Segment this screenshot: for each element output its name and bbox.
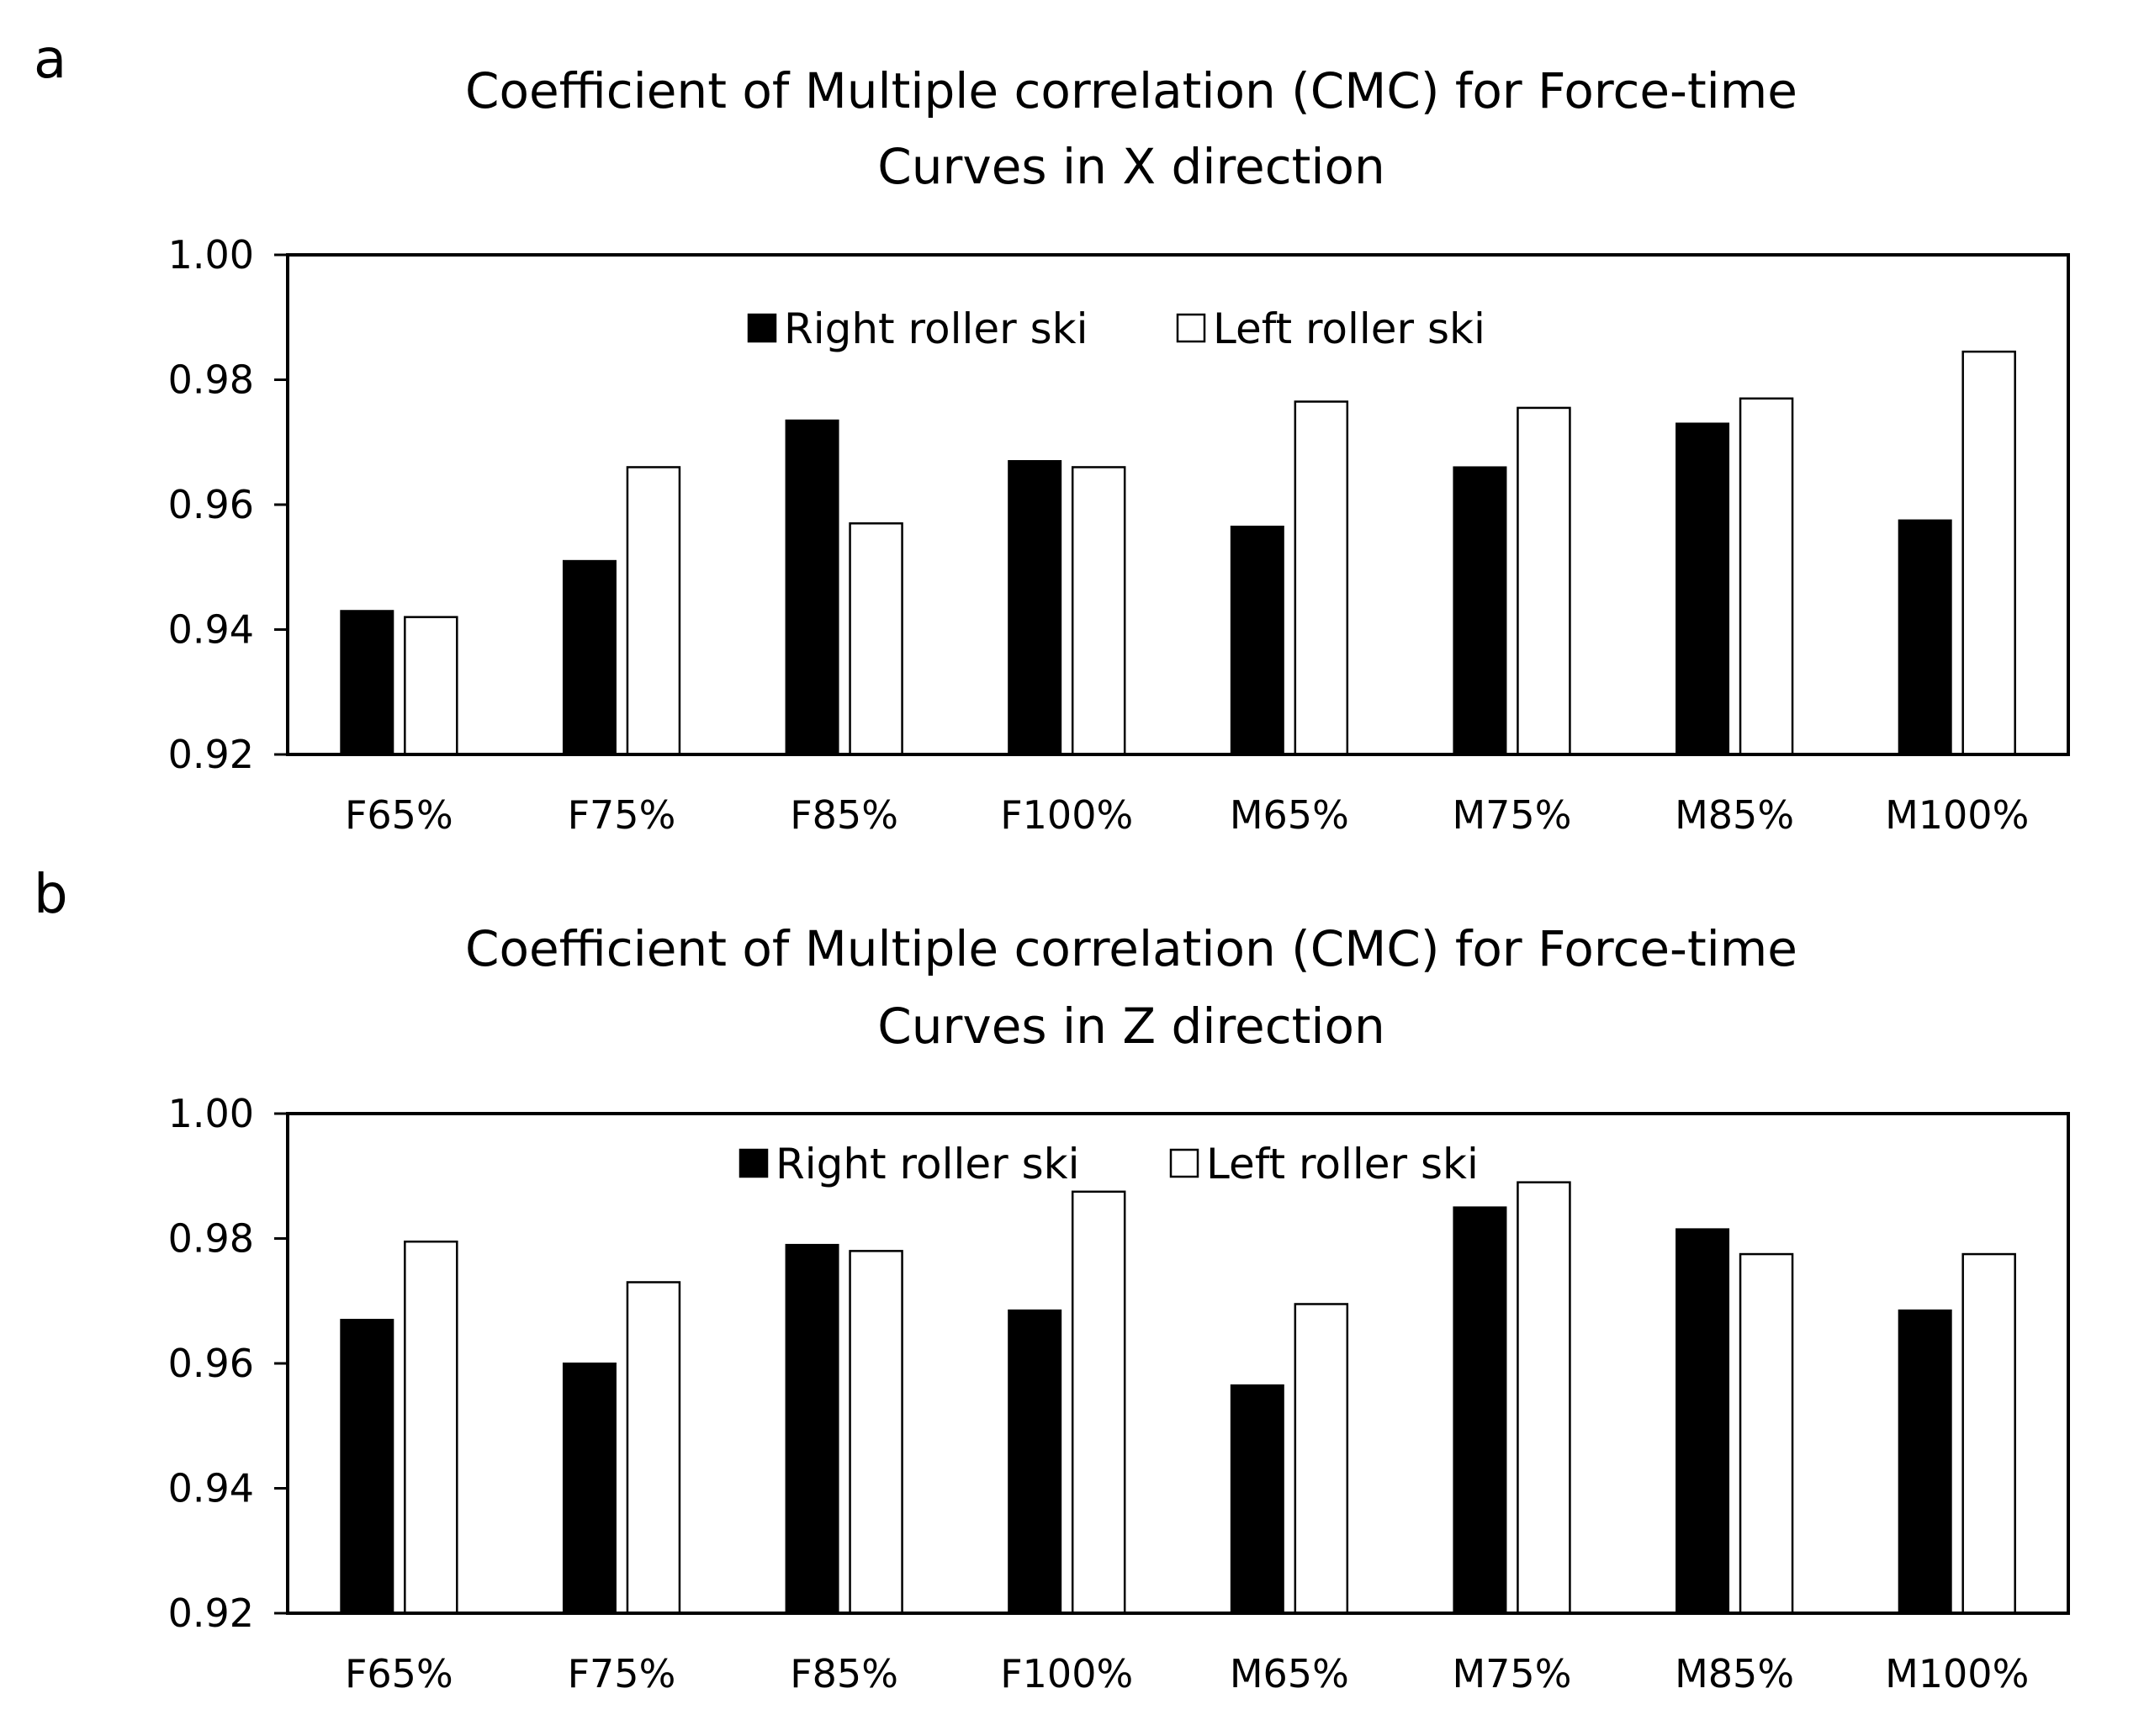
plot-frame: [286, 1112, 2070, 1615]
chart-title-line-1: Coefficient of Multiple correlation (CMC…: [465, 62, 1797, 119]
bar-right-m65pct: [1230, 525, 1284, 755]
legend-swatch-left: [1169, 1148, 1199, 1178]
bar-right-m75pct: [1453, 1206, 1507, 1614]
bar-right-m85pct: [1675, 1228, 1730, 1615]
bar-left-m65pct: [1294, 1303, 1349, 1615]
y-tick-label: 0.98: [168, 357, 254, 403]
legend-label-right: Right roller ski: [776, 1140, 1080, 1188]
x-category-label: F85%: [790, 1651, 898, 1696]
bar-left-f100pct: [1071, 466, 1126, 756]
bar-right-f100pct: [1008, 460, 1062, 756]
bar-right-m100pct: [1898, 519, 1952, 755]
y-tick-label: 0.94: [168, 607, 254, 653]
legend-swatch-right: [738, 1148, 769, 1178]
bar-right-m85pct: [1675, 422, 1730, 755]
y-tick-label: 0.92: [168, 732, 254, 777]
bar-left-m75pct: [1517, 406, 1571, 756]
legend-label-left: Left roller ski: [1206, 1140, 1479, 1188]
legend: Right roller ski Left roller ski: [738, 1140, 1479, 1188]
legend-swatch-left: [1176, 313, 1206, 343]
x-category-label: M85%: [1675, 792, 1794, 838]
bar-right-m100pct: [1898, 1309, 1952, 1614]
bar-right-f75pct: [562, 559, 617, 756]
bar-right-f100pct: [1008, 1309, 1062, 1614]
y-tick-label: 1.00: [168, 232, 254, 278]
x-category-label: F100%: [1000, 1651, 1133, 1696]
chart-panel-b: b Coefficient of Multiple correlation (CM…: [34, 864, 2070, 1696]
x-category-label: M85%: [1675, 1651, 1794, 1696]
bar-left-f100pct: [1071, 1190, 1126, 1615]
y-tick-label: 0.94: [168, 1466, 254, 1511]
bar-right-f75pct: [562, 1363, 617, 1614]
x-category-label: F75%: [568, 1651, 676, 1696]
x-category-label: M75%: [1452, 1651, 1571, 1696]
chart-panel-a: a Coefficient of Multiple correlation (CM…: [34, 29, 2070, 838]
legend: Right roller ski Left roller ski: [747, 304, 1485, 353]
x-category-label: M65%: [1230, 792, 1349, 838]
y-tick-label: 0.96: [168, 1341, 254, 1386]
bar-right-f85pct: [785, 1243, 839, 1615]
x-category-label: M100%: [1885, 1651, 2029, 1696]
bar-left-m85pct: [1739, 397, 1794, 756]
x-category-label: F85%: [790, 792, 898, 838]
bar-left-f75pct: [626, 1281, 681, 1615]
bar-left-f75pct: [626, 466, 681, 756]
bar-left-m100pct: [1961, 1252, 2016, 1615]
x-category-label: M75%: [1452, 792, 1571, 838]
bar-right-f85pct: [785, 419, 839, 755]
legend-swatch-right: [747, 313, 777, 343]
bar-left-f65pct: [404, 1240, 458, 1615]
bar-left-f85pct: [849, 1250, 903, 1615]
legend-label-left: Left roller ski: [1213, 304, 1485, 353]
x-category-label: M65%: [1230, 1651, 1349, 1696]
y-tick-label: 1.00: [168, 1091, 254, 1136]
x-category-label: F75%: [568, 792, 676, 838]
x-category-label: F65%: [345, 792, 453, 838]
chart-title-line-2: Curves in Z direction: [877, 998, 1384, 1055]
legend-label-right: Right roller ski: [784, 304, 1088, 353]
bar-right-m75pct: [1453, 466, 1507, 755]
x-category-label: F100%: [1000, 792, 1133, 838]
bar-left-m65pct: [1294, 400, 1349, 756]
bar-right-f65pct: [340, 610, 394, 755]
y-tick-label: 0.92: [168, 1590, 254, 1636]
y-tick-label: 0.98: [168, 1216, 254, 1262]
x-category-label: M100%: [1885, 792, 2029, 838]
bar-left-m85pct: [1739, 1252, 1794, 1615]
bar-left-m75pct: [1517, 1181, 1571, 1615]
chart-title-line-1: Coefficient of Multiple correlation (CMC…: [465, 920, 1797, 977]
x-category-label: F65%: [345, 1651, 453, 1696]
bar-left-m100pct: [1961, 350, 2016, 756]
panel-letter: a: [34, 29, 66, 91]
bar-left-f85pct: [849, 522, 903, 756]
bar-right-m65pct: [1230, 1384, 1284, 1615]
plot-frame: [286, 253, 2070, 756]
panel-letter: b: [34, 864, 68, 926]
bar-left-f65pct: [404, 616, 458, 756]
bar-right-f65pct: [340, 1319, 394, 1615]
chart-title-line-2: Curves in X direction: [877, 138, 1384, 195]
y-tick-label: 0.96: [168, 482, 254, 527]
